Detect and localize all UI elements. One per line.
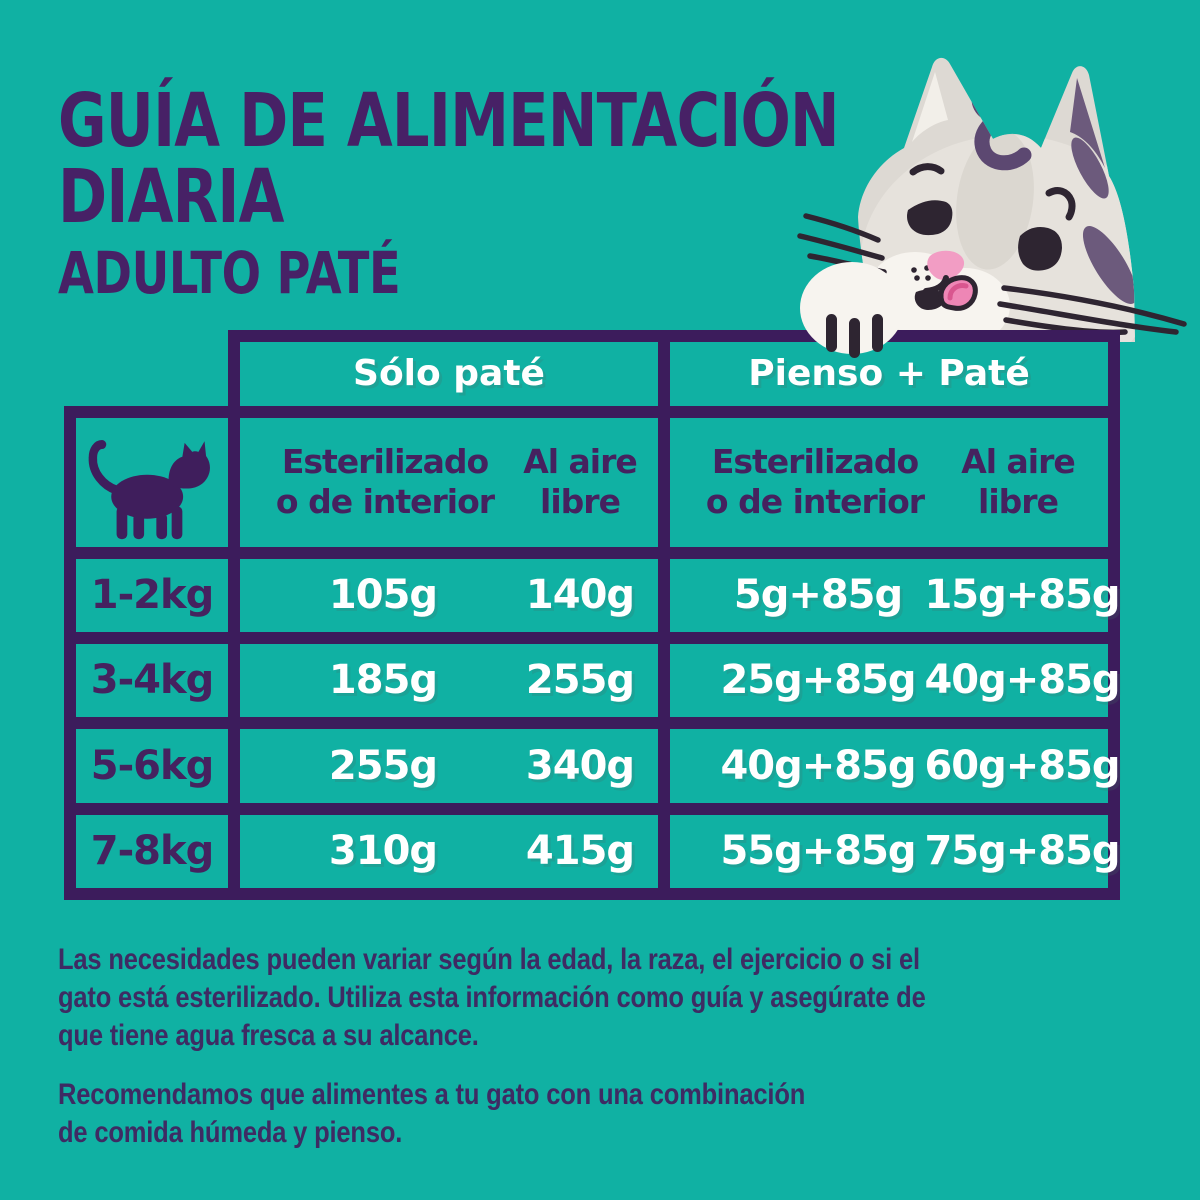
table-border-bottom bbox=[64, 888, 1120, 900]
page-title-line2: DIARIA bbox=[58, 154, 284, 240]
feeding-notes-paragraph1: Las necesidades pueden variar según la e… bbox=[58, 941, 926, 1055]
value-mix-outdoor: 60g+85g bbox=[924, 743, 1120, 789]
table-border-top bbox=[228, 330, 1120, 342]
table-border-col2 bbox=[658, 330, 670, 900]
row-weight-label: 1-2kg bbox=[90, 572, 215, 618]
value-mix-sterilized: 55g+85g bbox=[720, 828, 916, 874]
table-border-right bbox=[1108, 330, 1120, 900]
row-weight-label: 3-4kg bbox=[90, 657, 215, 703]
column-group-pienso-pate: Pienso + Paté bbox=[748, 353, 1030, 394]
page-title-line1: GUÍA DE ALIMENTACIÓN bbox=[58, 78, 840, 164]
subheader-line: libre bbox=[540, 482, 621, 521]
table-border-row5 bbox=[64, 803, 1120, 815]
value-mix-sterilized: 40g+85g bbox=[720, 743, 916, 789]
value-pate-sterilized: 105g bbox=[328, 572, 438, 618]
value-pate-sterilized: 185g bbox=[328, 657, 438, 703]
value-pate-outdoor: 140g bbox=[525, 572, 635, 618]
subheader-line: Al aire bbox=[961, 442, 1076, 481]
value-mix-outdoor: 75g+85g bbox=[924, 828, 1120, 874]
subheader-line: o de interior bbox=[275, 482, 495, 521]
note-line: de comida húmeda y pienso. bbox=[58, 1116, 403, 1149]
subheader-mix-sterilized: Esterilizado o de interior bbox=[675, 442, 955, 522]
subheader-line: Esterilizado bbox=[281, 442, 489, 481]
table-border-row2 bbox=[64, 547, 1120, 559]
subheader-pate-outdoor: Al aire libre bbox=[495, 442, 665, 522]
value-mix-outdoor: 40g+85g bbox=[924, 657, 1120, 703]
subheader-line: Esterilizado bbox=[711, 442, 919, 481]
table-border-left bbox=[64, 406, 76, 900]
subheader-line: o de interior bbox=[705, 482, 925, 521]
note-line: gato está esterilizado. Utiliza esta inf… bbox=[58, 981, 926, 1014]
page-subtitle: ADULTO PATÉ bbox=[58, 239, 401, 307]
value-pate-sterilized: 310g bbox=[328, 828, 438, 874]
value-pate-outdoor: 340g bbox=[525, 743, 635, 789]
row-weight-label: 7-8kg bbox=[90, 828, 215, 874]
subheader-pate-sterilized: Esterilizado o de interior bbox=[245, 442, 525, 522]
column-group-solo-pate: Sólo paté bbox=[353, 353, 545, 394]
cat-silhouette-icon bbox=[88, 440, 210, 540]
value-mix-sterilized: 25g+85g bbox=[720, 657, 916, 703]
row-weight-label: 5-6kg bbox=[90, 743, 215, 789]
note-line: Las necesidades pueden variar según la e… bbox=[58, 943, 920, 976]
subheader-line: libre bbox=[978, 482, 1059, 521]
table-border-col1 bbox=[228, 330, 240, 900]
table-border-row4 bbox=[64, 717, 1120, 729]
subheader-mix-outdoor: Al aire libre bbox=[933, 442, 1103, 522]
subheader-line: Al aire bbox=[523, 442, 638, 481]
value-pate-outdoor: 415g bbox=[525, 828, 635, 874]
table-border-row3 bbox=[64, 632, 1120, 644]
value-mix-outdoor: 15g+85g bbox=[924, 572, 1120, 618]
value-pate-outdoor: 255g bbox=[525, 657, 635, 703]
value-mix-sterilized: 5g+85g bbox=[733, 572, 903, 618]
feeding-notes-paragraph2: Recomendamos que alimentes a tu gato con… bbox=[58, 1076, 805, 1152]
note-line: Recomendamos que alimentes a tu gato con… bbox=[58, 1078, 806, 1111]
cat-paw-icon bbox=[800, 262, 904, 358]
note-line: que tiene agua fresca a su alcance. bbox=[58, 1019, 479, 1052]
table-border-row1 bbox=[64, 406, 1120, 418]
value-pate-sterilized: 255g bbox=[328, 743, 438, 789]
